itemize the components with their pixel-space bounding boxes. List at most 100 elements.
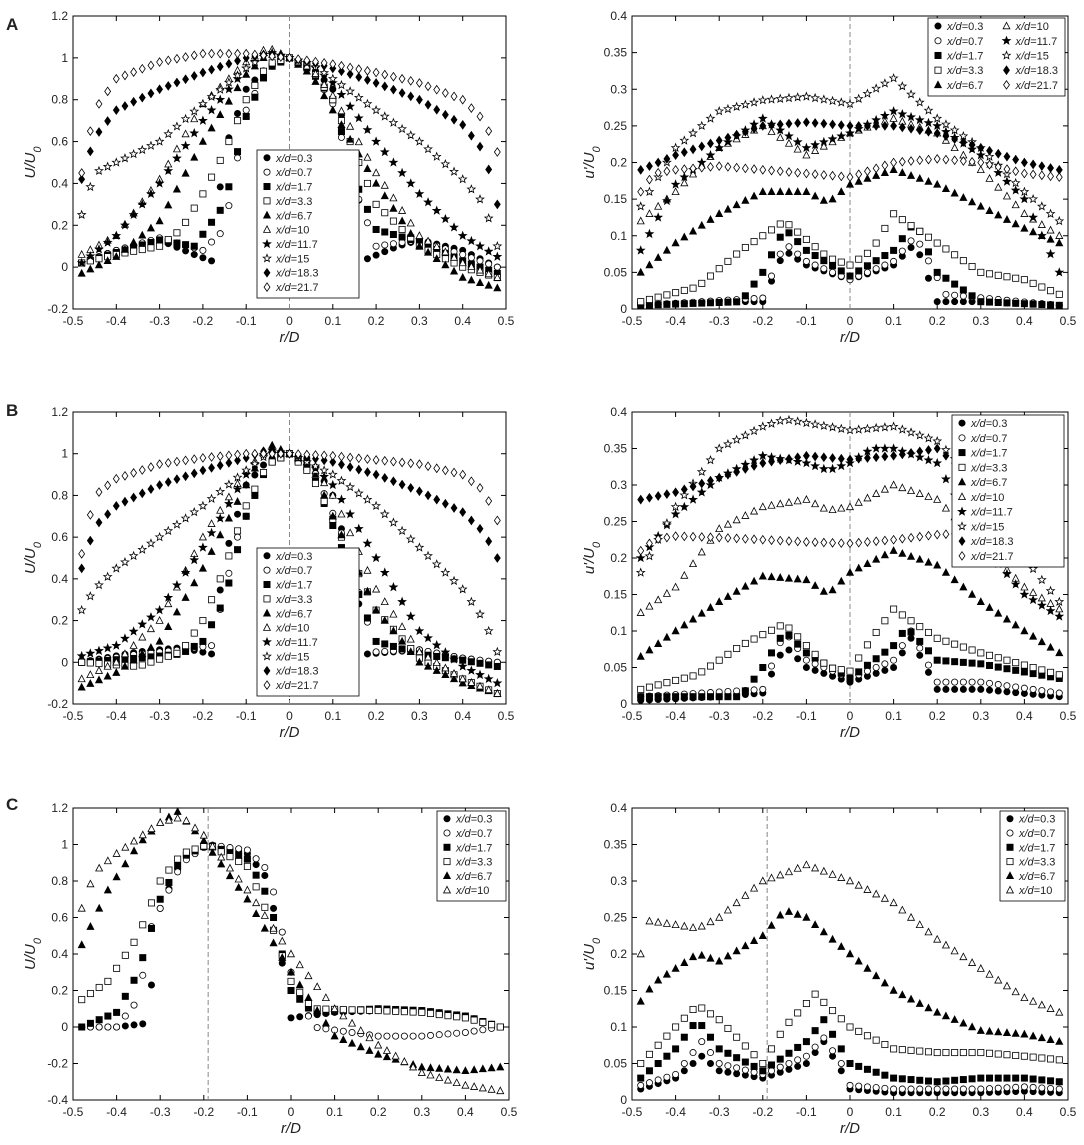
data-point <box>242 48 250 59</box>
data-point <box>907 447 915 458</box>
data-point <box>1046 1035 1055 1043</box>
data-point <box>310 461 321 471</box>
data-point <box>120 633 130 643</box>
data-point <box>872 1084 880 1092</box>
data-point <box>182 848 190 856</box>
data-point <box>260 911 269 919</box>
data-point <box>750 936 759 945</box>
data-point <box>475 669 485 679</box>
data-point <box>845 425 855 435</box>
data-point <box>414 136 425 146</box>
legend-marker <box>958 434 966 442</box>
data-point <box>199 637 207 645</box>
y-tick-label: 0.15 <box>604 588 628 602</box>
data-point <box>907 628 915 636</box>
data-point <box>635 552 646 563</box>
data-point <box>907 1046 915 1054</box>
data-point <box>749 425 759 436</box>
data-point <box>78 563 86 574</box>
data-point <box>898 122 906 133</box>
data-point <box>855 267 863 275</box>
data-point <box>398 645 406 653</box>
data-point <box>714 443 725 453</box>
data-point <box>311 77 320 85</box>
data-point <box>662 589 671 597</box>
data-point <box>102 643 113 653</box>
data-point <box>863 667 871 675</box>
data-point <box>793 496 802 505</box>
data-point <box>164 652 172 660</box>
data-point <box>449 166 459 176</box>
data-point <box>897 424 908 434</box>
data-point <box>1036 230 1047 240</box>
data-point <box>250 61 259 70</box>
data-point <box>296 988 304 996</box>
data-point <box>942 685 950 693</box>
data-point <box>898 549 907 557</box>
data-point <box>986 651 994 659</box>
data-point <box>461 1066 470 1074</box>
data-point <box>1055 238 1064 247</box>
data-point <box>881 160 889 171</box>
data-point <box>470 1016 478 1024</box>
data-point <box>881 617 889 625</box>
data-point <box>950 946 959 955</box>
data-point <box>313 1024 321 1032</box>
data-point <box>985 603 994 611</box>
data-point <box>907 634 915 642</box>
data-point <box>103 671 112 680</box>
data-point <box>251 471 259 479</box>
data-point <box>757 113 768 123</box>
data-point <box>476 523 484 534</box>
data-point <box>321 993 330 1001</box>
data-point <box>363 255 371 263</box>
data-point <box>881 261 889 269</box>
data-point <box>444 1012 452 1020</box>
y-axis-label: U/U0 <box>22 146 44 179</box>
data-point <box>173 456 181 467</box>
data-point <box>459 507 467 517</box>
x-tick-label: 0.2 <box>370 1105 387 1119</box>
data-point <box>77 674 86 683</box>
x-tick-label: 0.5 <box>498 314 515 328</box>
data-point <box>415 647 424 656</box>
y-tick-label: 0.25 <box>604 515 628 529</box>
data-point <box>415 459 423 470</box>
data-point <box>346 62 354 73</box>
data-point <box>924 274 932 282</box>
data-point <box>278 928 286 936</box>
data-point <box>104 480 112 491</box>
x-tick-label: 0.5 <box>501 1105 518 1119</box>
data-point <box>801 457 812 468</box>
data-point <box>215 94 226 104</box>
data-point <box>942 529 950 540</box>
data-point <box>409 1008 417 1016</box>
data-point <box>388 582 399 592</box>
data-point <box>766 94 777 104</box>
data-point <box>731 434 742 444</box>
data-point <box>433 463 441 474</box>
y-tick-label: 0.6 <box>51 530 68 544</box>
data-point <box>261 872 269 880</box>
data-point <box>750 461 758 471</box>
data-point <box>181 168 190 177</box>
data-point <box>457 230 468 240</box>
data-point <box>811 990 819 998</box>
data-point <box>328 90 337 99</box>
data-point <box>733 129 741 140</box>
legend-marker <box>957 521 967 531</box>
data-point <box>924 1085 932 1093</box>
data-point <box>1002 176 1012 186</box>
y-tick-label: 1.2 <box>51 405 68 419</box>
data-point <box>431 559 442 569</box>
data-point <box>759 664 767 672</box>
data-point <box>191 845 199 853</box>
data-point <box>389 240 397 248</box>
data-point <box>715 265 723 273</box>
data-point <box>164 55 172 66</box>
data-point <box>977 649 985 657</box>
data-point <box>924 628 932 636</box>
data-point <box>794 452 802 463</box>
data-point <box>415 241 424 250</box>
data-point <box>94 645 104 655</box>
